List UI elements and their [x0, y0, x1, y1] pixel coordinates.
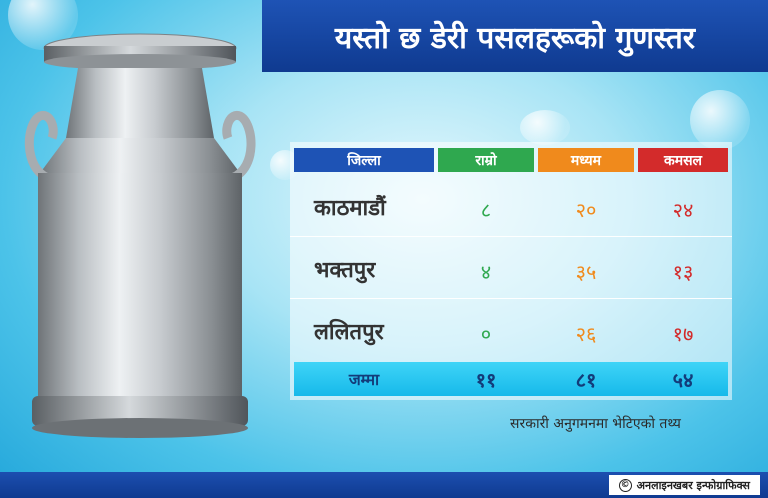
header-district: जिल्ला: [294, 148, 434, 172]
total-row: जम्मा ११ ८१ ५४: [294, 362, 728, 396]
quality-table: जिल्ला राम्रो मध्यम कमसल काठमाडौं ८ २० २…: [290, 142, 732, 400]
district-name: काठमाडौं: [314, 196, 386, 221]
milk-can-illustration: [24, 33, 256, 438]
row-divider: [290, 298, 732, 299]
poor-count: १७: [672, 322, 694, 346]
page-title: यस्तो छ डेरी पसलहरूको गुणस्तर: [262, 0, 768, 72]
district-name: भक्तपुर: [314, 258, 376, 283]
total-medium: ८१: [575, 368, 597, 392]
credit-text: अनलाइनखबर इन्फोग्राफिक्स: [636, 478, 750, 492]
milk-splash: [520, 110, 570, 145]
milk-splash: [690, 90, 750, 150]
header-medium: मध्यम: [538, 148, 634, 172]
total-poor: ५४: [672, 368, 694, 392]
source-note: सरकारी अनुगमनमा भेटिएको तथ्य: [510, 416, 681, 432]
copyright-icon: ©: [618, 478, 632, 492]
credit-badge: © अनलाइनखबर इन्फोग्राफिक्स: [608, 475, 760, 495]
good-count: ८: [480, 198, 492, 222]
row-divider: [290, 236, 732, 237]
district-name: ललितपुर: [314, 320, 384, 345]
medium-count: २६: [575, 322, 597, 346]
poor-count: २४: [672, 198, 694, 222]
good-count: ०: [480, 322, 492, 346]
poor-count: १३: [672, 260, 694, 284]
medium-count: २०: [575, 198, 597, 222]
total-label: जम्मा: [348, 370, 380, 389]
header-poor: कमसल: [638, 148, 728, 172]
medium-count: ३५: [575, 260, 597, 284]
header-good: राम्रो: [438, 148, 534, 172]
good-count: ४: [480, 260, 492, 284]
total-good: ११: [475, 368, 497, 392]
